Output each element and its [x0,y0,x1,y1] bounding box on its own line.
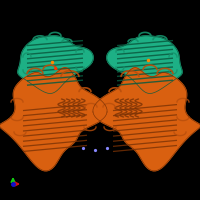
Polygon shape [0,68,107,171]
Polygon shape [93,68,200,171]
Polygon shape [107,36,182,93]
Polygon shape [18,36,93,93]
